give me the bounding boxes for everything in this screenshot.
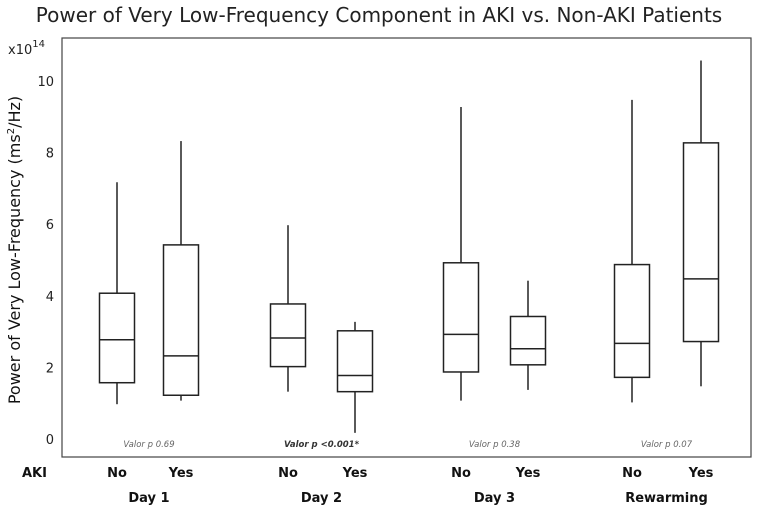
group-label: Day 1 [128,491,169,506]
y-multiplier-base: x10 [8,43,32,58]
group-label: Rewarming [625,491,708,506]
box-rewarming-yes [682,60,720,387]
iqr-box [613,263,651,379]
x-tick-label: No [622,466,642,481]
x-tick-label: No [278,466,298,481]
iqr-box [509,315,547,366]
aki-row-label: AKI [22,466,47,481]
y-multiplier-exp: 14 [32,39,45,50]
x-tick-label: Yes [515,466,541,481]
y-axis-label: Power of Very Low-Frequency (ms2/Hz) [5,96,24,404]
y-axis: 0 2 4 6 8 10 [37,75,54,448]
y-tick-label: 2 [46,361,54,376]
y-tick-label: 10 [37,75,54,90]
p-value-label: Valor p 0.69 [123,440,174,450]
plot-area: Valor p 0.69 Valor p <0.001* Valor p 0.38 V… [98,60,720,450]
box-day-1-no [98,182,136,405]
y-tick-label: 4 [46,290,54,305]
x-tick-label: No [107,466,127,481]
x-tick-label: Yes [342,466,368,481]
p-value-label: Valor p 0.07 [641,440,693,450]
iqr-box [682,142,720,343]
y-tick-label: 8 [46,147,54,162]
x-tick-label: No [451,466,471,481]
p-value-label: Valor p 0.38 [469,440,521,450]
box-day-3-no [442,107,480,401]
box-rewarming-no [613,99,651,403]
iqr-box [442,262,480,373]
x-tick-label: Yes [168,466,194,481]
box-day-1-yes [162,141,200,401]
group-label: Day 3 [474,491,515,506]
p-value-label: Valor p <0.001* [284,440,360,450]
y-axis-label-sup: 2 [6,128,17,134]
y-axis-label-text: Power of Very Low-Frequency (ms [5,134,24,404]
y-axis-label-suffix: /Hz) [5,96,24,128]
x-tick-label: Yes [688,466,714,481]
iqr-box [162,244,200,396]
box-day-2-yes [336,321,374,433]
y-multiplier: x1014 [8,39,45,58]
y-tick-label: 6 [46,218,54,233]
group-label: Day 2 [301,491,342,506]
box-day-2-no [269,225,307,392]
plot-frame [61,37,752,458]
iqr-box [336,330,374,393]
chart-title: Power of Very Low-Frequency Component in… [36,3,722,27]
iqr-box [269,303,307,368]
iqr-box [98,292,136,384]
y-tick-label: 0 [46,433,54,448]
box-day-3-yes [509,280,547,390]
